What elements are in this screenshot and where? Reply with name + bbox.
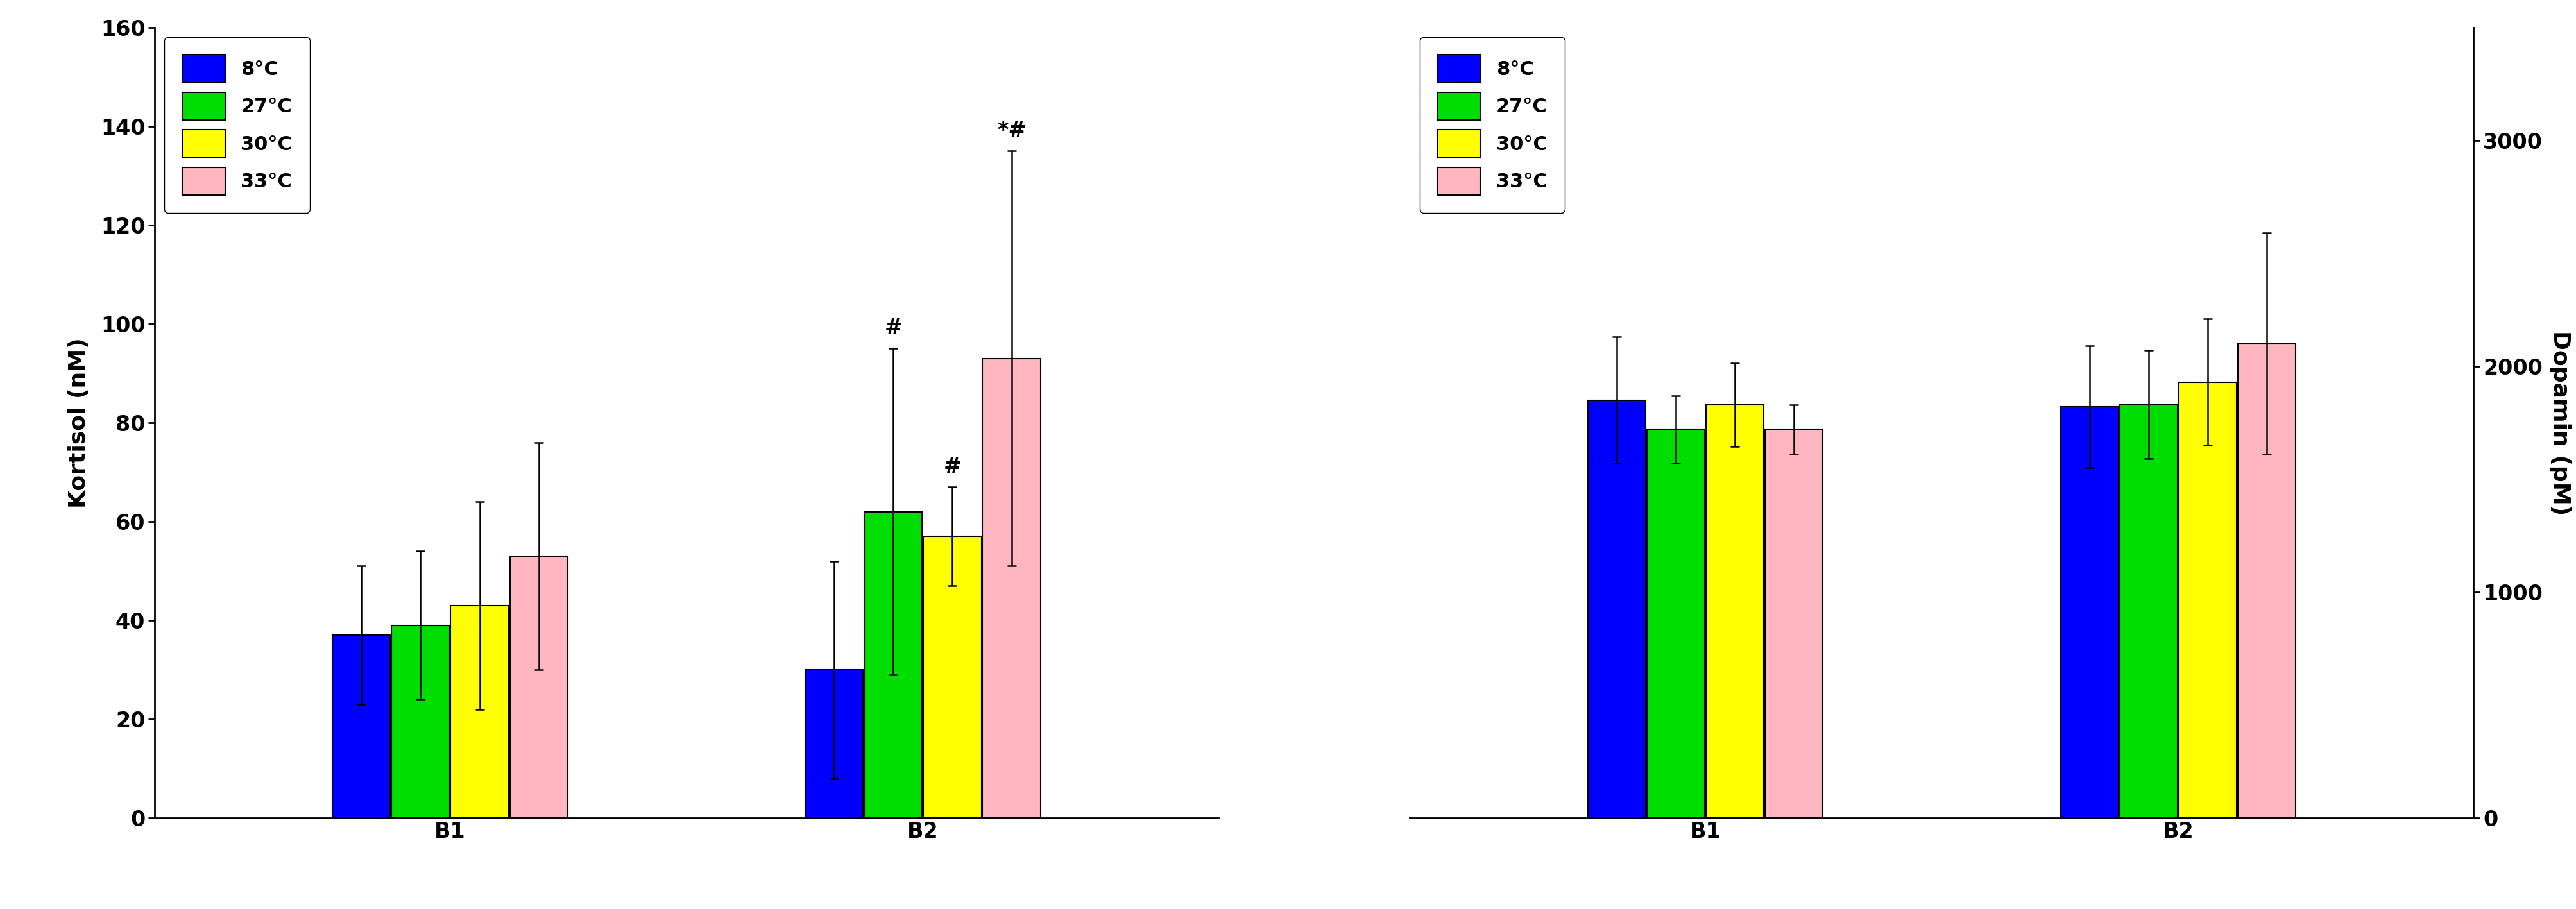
Bar: [1587, 400, 1646, 818]
Legend: 8°C, 27°C, 30°C, 33°C: 8°C, 27°C, 30°C, 33°C: [1419, 37, 1564, 213]
Bar: [2120, 405, 2177, 818]
Bar: [510, 556, 567, 818]
Legend: 8°C, 27°C, 30°C, 33°C: 8°C, 27°C, 30°C, 33°C: [165, 37, 309, 213]
Bar: [922, 536, 981, 818]
Bar: [1646, 429, 1705, 818]
Bar: [806, 670, 863, 818]
Bar: [1705, 405, 1765, 818]
Bar: [863, 512, 922, 818]
Text: #: #: [884, 317, 902, 339]
Bar: [451, 605, 507, 818]
Bar: [1765, 429, 1821, 818]
Bar: [2236, 344, 2295, 818]
Text: #: #: [943, 456, 961, 477]
Text: *#: *#: [997, 120, 1025, 141]
Y-axis label: Dopamin (pM): Dopamin (pM): [2548, 330, 2571, 515]
Bar: [2061, 407, 2117, 818]
Bar: [2179, 382, 2236, 818]
Bar: [981, 358, 1041, 818]
Y-axis label: Kortisol (nM): Kortisol (nM): [67, 337, 90, 508]
Bar: [392, 625, 448, 818]
Bar: [332, 635, 392, 818]
